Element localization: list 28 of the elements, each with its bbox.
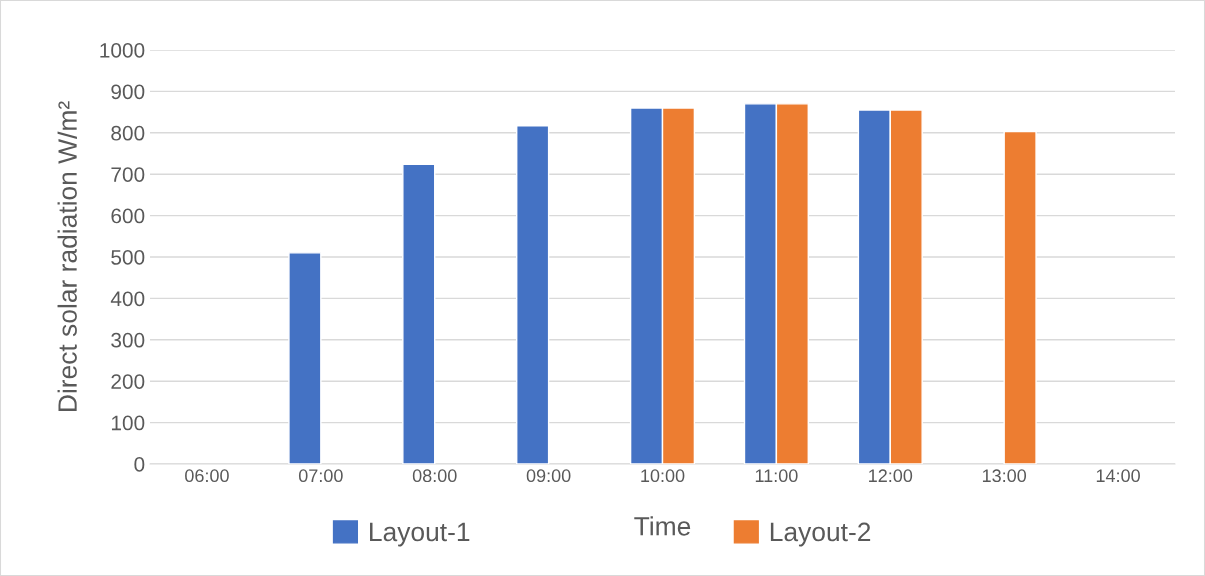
x-tick-label: 06:00 [185,469,229,483]
bar [516,125,550,464]
x-tick-label: 10:00 [641,469,685,483]
bar [1003,130,1037,464]
x-tick-label: 09:00 [526,469,571,483]
x-axis-title: Time [634,516,691,536]
y-tick-label: 1000 [100,43,145,58]
y-tick-label: 700 [111,167,145,182]
x-tick-label: 08:00 [412,469,457,483]
y-tick-label: 800 [111,125,145,141]
legend-label: Layout-2 [770,522,871,547]
y-tick-label: 200 [111,374,145,389]
y-tick-label: 600 [111,208,145,224]
x-tick-label: 13:00 [982,469,1027,483]
y-tick-label: 0 [134,457,145,472]
bar [402,163,436,464]
x-tick-label: 07:00 [298,469,343,483]
x-tick-label: 12:00 [869,469,913,483]
y-tick-label: 300 [111,332,145,348]
y-tick-label: 400 [110,291,145,307]
y-tick-label: 500 [111,250,145,265]
x-tick-label: 11:00 [755,469,798,483]
y-tick-label: 100 [111,415,145,431]
bar [288,252,322,464]
y-tick-label: 900 [111,84,145,100]
legend-label: Layout-1 [370,522,470,547]
x-tick-label: 14:00 [1096,469,1140,483]
y-axis-title: Direct solar radiation W/m² [57,101,77,411]
